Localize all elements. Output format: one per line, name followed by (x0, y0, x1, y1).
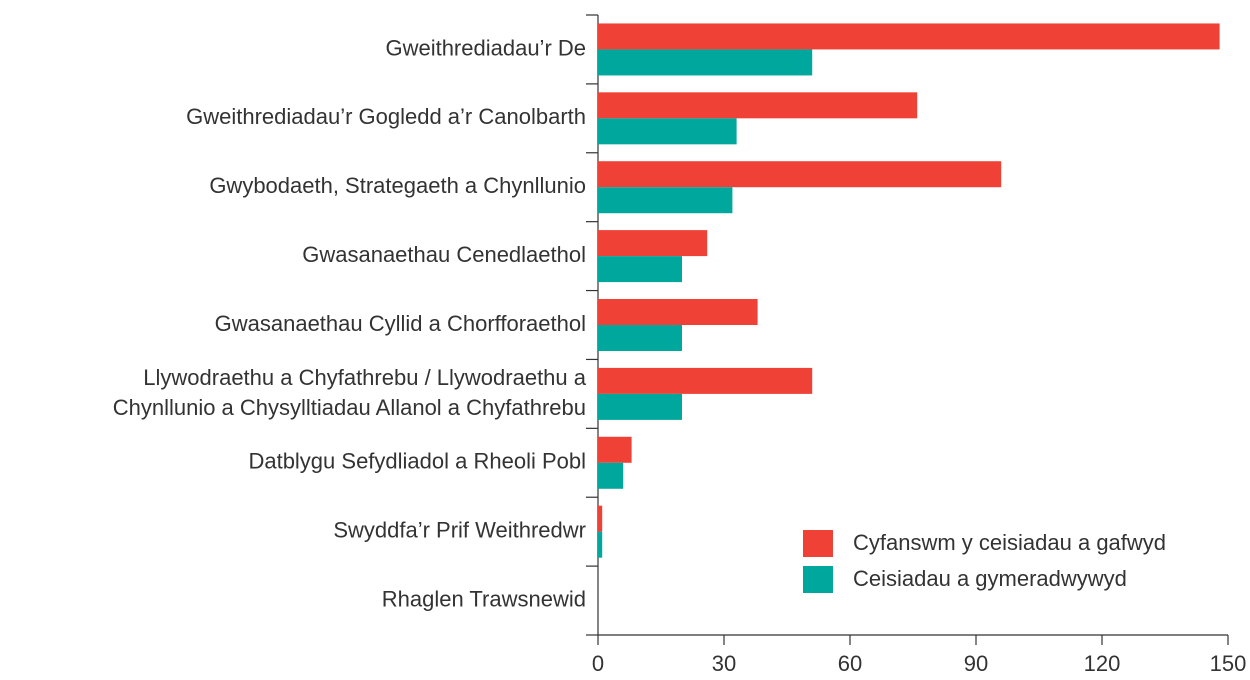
bar (598, 325, 682, 351)
bar (598, 505, 603, 532)
legend-swatch (803, 530, 833, 557)
x-tick-label: 90 (964, 651, 988, 676)
y-tick-label: Swyddfa’r Prif Weithredwr (333, 517, 586, 542)
legend-label: Cyfanswm y ceisiadau a gafwyd (853, 530, 1166, 555)
bar (598, 49, 813, 76)
x-tick-label: 0 (592, 651, 604, 676)
y-tick-label: Datblygu Sefydliadol a Rheoli Pobl (248, 449, 586, 474)
x-tick-label: 120 (1084, 651, 1121, 676)
legend-label: Ceisiadau a gymeradwywyd (853, 566, 1127, 591)
legend-swatch (803, 566, 833, 593)
bar (598, 118, 737, 145)
y-tick-label: Gweithrediadau’r De (385, 35, 586, 60)
bar (598, 393, 682, 420)
bar (598, 187, 733, 214)
y-tick-label: Rhaglen Trawsnewid (382, 586, 586, 611)
bar (598, 462, 624, 489)
bar (598, 436, 632, 463)
x-tick-label: 30 (712, 651, 736, 676)
y-tick-label: Gweithrediadau’r Gogledd a’r Canolbarth (186, 104, 586, 129)
x-tick-label: 150 (1210, 651, 1247, 676)
bar (598, 161, 1002, 188)
bar (598, 299, 758, 325)
x-tick-label: 60 (838, 651, 862, 676)
y-tick-label: Gwasanaethau Cyllid a Chorfforaethol (215, 311, 586, 336)
bar (598, 531, 603, 558)
y-tick-label: Llywodraethu a Chyfathrebu / Llywodraeth… (113, 365, 587, 420)
bar (598, 256, 682, 283)
bar (598, 367, 813, 394)
bar (598, 230, 708, 257)
bar (598, 92, 918, 119)
y-tick-label: Gwasanaethau Cenedlaethol (302, 242, 586, 267)
y-tick-label: Gwybodaeth, Strategaeth a Chynllunio (209, 173, 586, 198)
bar (598, 23, 1220, 50)
